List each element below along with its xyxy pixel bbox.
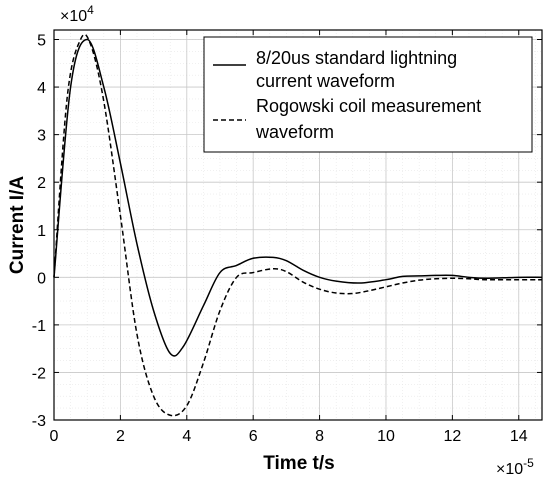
x-tick-label: 0 [50, 428, 59, 445]
x-exponent: ×10-5 [496, 456, 534, 478]
y-exponent-power: 4 [87, 3, 94, 17]
x-exponent-power: -5 [523, 456, 534, 470]
x-tick-label: 8 [315, 428, 324, 445]
legend-label-2a: Rogowski coil measurement [256, 96, 481, 116]
x-axis-label: Time t/s [263, 453, 334, 474]
y-tick-label: 3 [37, 128, 46, 145]
plot-frame [53, 29, 543, 421]
legend-label-1a: 8/20us standard lightning [256, 48, 457, 68]
series-line-rogowski [53, 33, 542, 417]
y-tick-label: -1 [32, 318, 46, 335]
y-tick-label: 4 [37, 80, 46, 97]
x-tick-label: 14 [510, 428, 528, 445]
y-tick-label: 2 [37, 175, 46, 192]
y-tick-label: -2 [32, 365, 46, 382]
x-exponent-base: ×10 [496, 461, 523, 478]
y-tick-label: -3 [32, 413, 46, 430]
series-layer [53, 33, 543, 417]
x-tick-label: 2 [116, 428, 125, 445]
series-line-standard [53, 38, 543, 357]
x-tick-label: 12 [443, 428, 461, 445]
legend-label-1b: current waveform [256, 71, 395, 91]
y-exponent-base: ×10 [60, 8, 87, 25]
y-tick-label: 0 [37, 270, 46, 287]
y-exponent: ×104 [60, 3, 94, 25]
x-tick-label: 10 [377, 428, 395, 445]
x-tick-label: 6 [249, 428, 258, 445]
legend: 8/20us standard lightning current wavefo… [203, 36, 533, 153]
y-axis-label: Current I/A [7, 176, 28, 274]
legend-box [203, 36, 533, 153]
x-tick-label: 4 [182, 428, 191, 445]
y-tick-label: 1 [37, 223, 46, 240]
y-tick-label: 5 [37, 33, 46, 50]
legend-label-2b: waveform [255, 122, 334, 142]
